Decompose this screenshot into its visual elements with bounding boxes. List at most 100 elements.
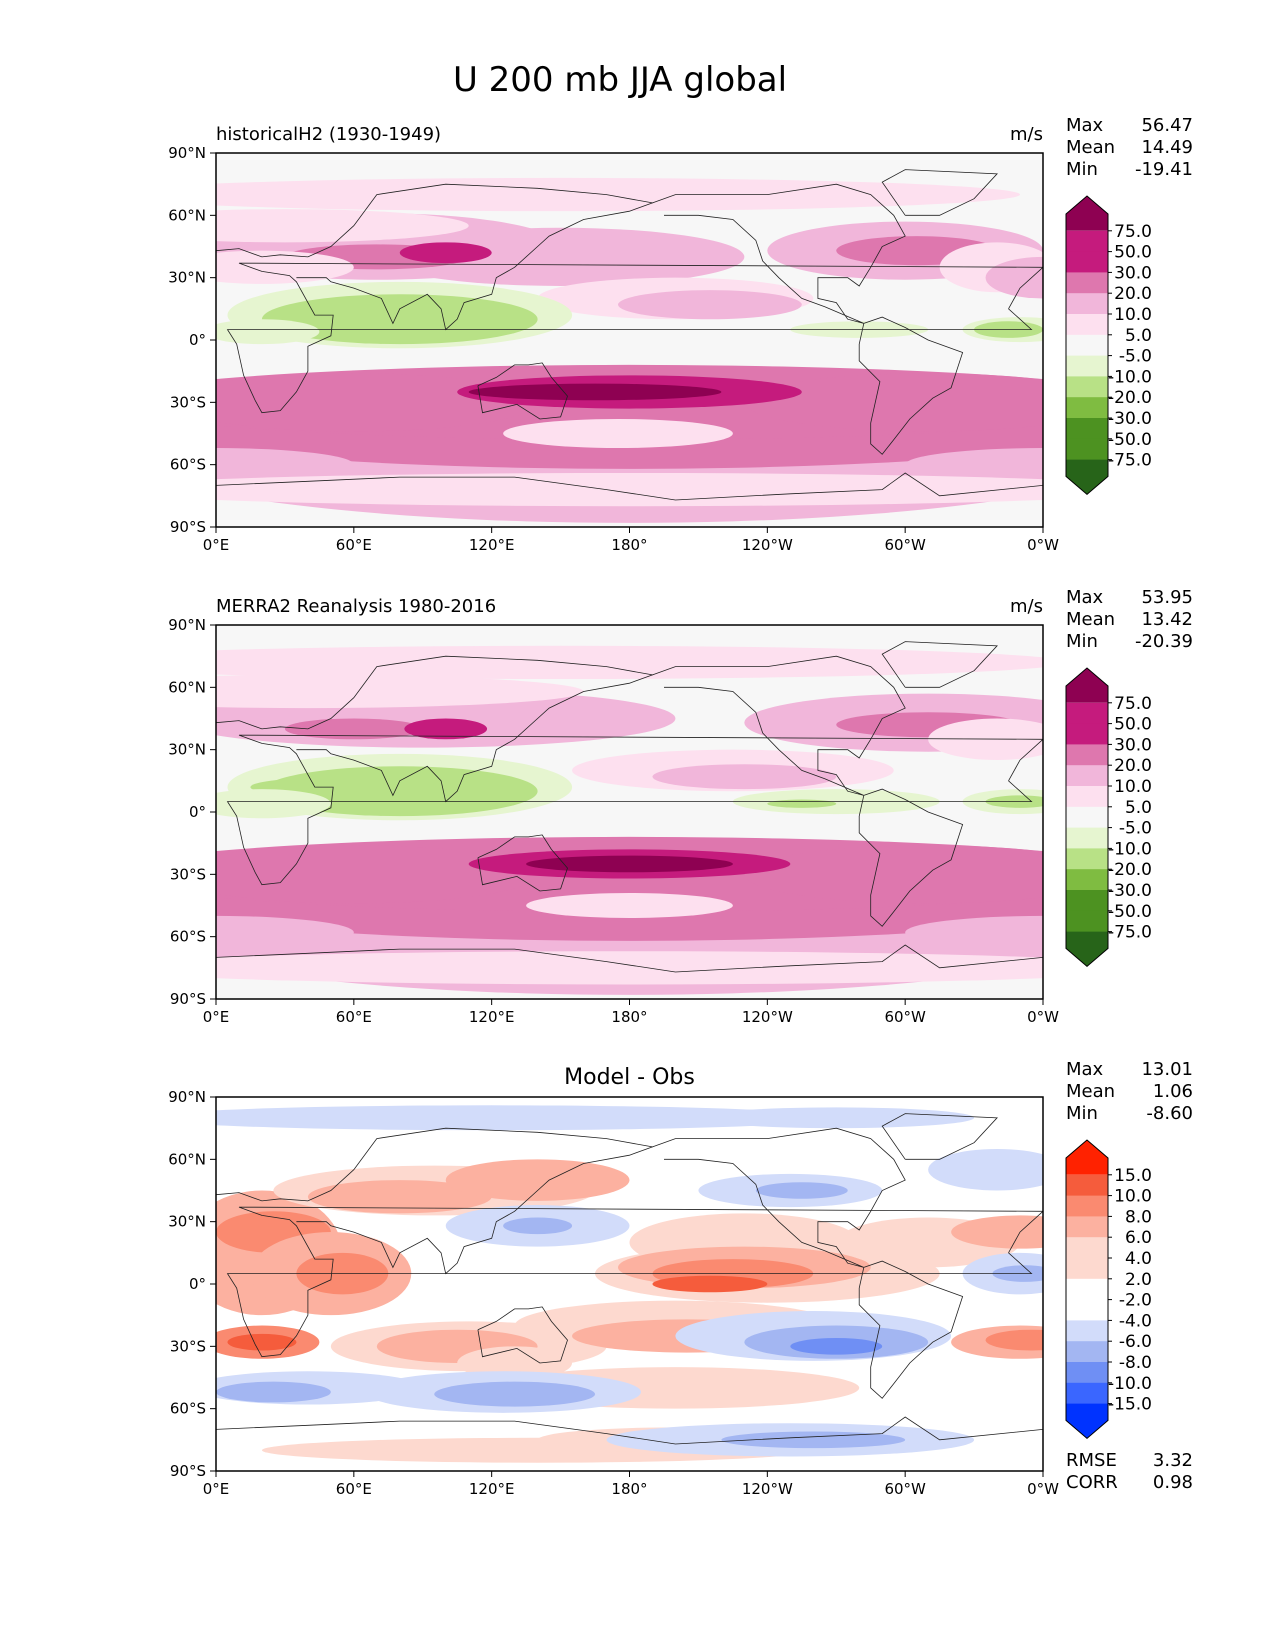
- stat-label: Min: [1066, 159, 1098, 180]
- colorbar-label: -50.0: [1108, 430, 1152, 450]
- colorbar-segment: [1066, 1195, 1108, 1217]
- colorbar-label: 10.0: [1114, 777, 1152, 797]
- contour-patch: [457, 1346, 573, 1380]
- x-tick-label: 180°: [611, 1008, 647, 1026]
- contour-patch: [216, 789, 331, 819]
- x-tick-label: 120°E: [469, 1480, 515, 1498]
- contour-patch: [985, 1329, 1043, 1351]
- colorbar-segment: [1066, 1258, 1108, 1280]
- colorbar-segment: [1066, 397, 1108, 419]
- coastline: [881, 1113, 998, 1160]
- contour-patch: [790, 1338, 883, 1355]
- colorbar-label: -20.0: [1108, 860, 1152, 880]
- colorbar-segment: [1066, 314, 1108, 336]
- colorbar-segment: [1066, 1237, 1108, 1259]
- contour-patch: [928, 1148, 1043, 1191]
- y-tick-label: 30°N: [168, 269, 206, 287]
- colorbar-label: -10.0: [1108, 839, 1152, 859]
- contour-patch: [526, 893, 733, 918]
- colorbar-label: 4.0: [1125, 1249, 1152, 1269]
- contour-patch: [216, 472, 1043, 507]
- x-tick-label: 0°W: [1027, 1480, 1059, 1498]
- coastline: [216, 1127, 655, 1275]
- panel-2: 0°E 60°E 120°E 180° 120°W 60°W 0°W 90°N 60°N 30°N…: [168, 587, 1193, 1026]
- extra-stat-value: 3.32: [1153, 1450, 1193, 1471]
- stat-label: Max: [1066, 115, 1104, 136]
- contour-patch: [307, 1180, 492, 1214]
- contour-patch: [721, 1431, 906, 1449]
- stat-value: 56.47: [1141, 115, 1193, 136]
- stat-label: Mean: [1066, 137, 1115, 158]
- colorbar-label: -2.0: [1119, 1291, 1152, 1311]
- colorbar-label: 30.0: [1114, 263, 1152, 283]
- contour-patch: [216, 1105, 837, 1131]
- colorbar-segment: [1066, 848, 1108, 870]
- colorbar-label: 8.0: [1125, 1207, 1152, 1227]
- colorbar-label: -10.0: [1108, 1374, 1152, 1394]
- contour-patch: [216, 674, 584, 709]
- stat-value: 13.01: [1141, 1059, 1193, 1080]
- stat-value: 53.95: [1141, 587, 1193, 608]
- y-tick-label: 90°N: [168, 616, 206, 634]
- coastline: [858, 788, 964, 927]
- coastline: [216, 655, 655, 803]
- stat-label: Max: [1066, 587, 1104, 608]
- contour-patch: [468, 383, 722, 401]
- x-tick-label: 120°E: [469, 536, 515, 554]
- y-tick-label: 90°S: [170, 990, 206, 1008]
- stat-label: Mean: [1066, 609, 1115, 630]
- y-tick-label: 90°N: [168, 144, 206, 162]
- colorbar-segment: [1066, 723, 1108, 745]
- x-tick-label: 180°: [611, 536, 647, 554]
- y-tick-label: 0°: [189, 1275, 206, 1293]
- stat-value: 14.49: [1141, 137, 1193, 158]
- coastline: [652, 183, 906, 324]
- stat-value: 1.06: [1153, 1081, 1193, 1102]
- colorbar-label: -75.0: [1108, 923, 1152, 943]
- stat-label: Min: [1066, 631, 1098, 652]
- y-tick-label: 30°S: [170, 393, 206, 411]
- y-tick-label: 60°N: [168, 678, 206, 696]
- x-tick-label: 120°W: [742, 1008, 793, 1026]
- coastline: [216, 944, 1043, 973]
- colorbar-extend-bottom: [1066, 931, 1108, 967]
- y-tick-label: 0°: [189, 803, 206, 821]
- contour-patch: [652, 764, 837, 790]
- x-tick-label: 60°E: [336, 536, 372, 554]
- coastline: [477, 834, 568, 892]
- stat-value: -19.41: [1135, 159, 1193, 180]
- colorbar-extend-bottom: [1066, 1403, 1108, 1439]
- contour-patch: [905, 448, 1043, 482]
- coastline: [858, 1260, 964, 1399]
- colorbar-segment: [1066, 334, 1108, 357]
- x-tick-label: 0°E: [203, 536, 230, 554]
- colorbar-label: -15.0: [1108, 1395, 1152, 1415]
- contour-patch: [526, 855, 733, 873]
- colorbar-segment: [1066, 251, 1108, 273]
- colorbar-segment: [1066, 806, 1108, 829]
- x-tick-label: 0°E: [203, 1008, 230, 1026]
- stat-label: Min: [1066, 1103, 1098, 1124]
- panel-title: Model - Obs: [564, 1065, 695, 1090]
- colorbar-segment: [1066, 293, 1108, 315]
- colorbar-label: -75.0: [1108, 451, 1152, 471]
- stat-label: Max: [1066, 1059, 1104, 1080]
- y-tick-label: 90°N: [168, 1088, 206, 1106]
- colorbar-label: -8.0: [1119, 1353, 1152, 1373]
- contour-patch: [404, 718, 488, 740]
- colorbar-extend-top: [1066, 1140, 1108, 1175]
- colorbar: 75.050.030.020.010.05.0-5.0-10.0-20.0-30…: [1065, 667, 1152, 968]
- extra-stat-label: CORR: [1066, 1472, 1118, 1493]
- contour-patch: [399, 242, 492, 264]
- x-tick-label: 120°E: [469, 1008, 515, 1026]
- colorbar-segment: [1066, 744, 1108, 766]
- y-tick-label: 30°S: [170, 1337, 206, 1355]
- contour-patch: [698, 1107, 975, 1129]
- y-tick-label: 90°S: [170, 518, 206, 536]
- contour-patch: [216, 319, 320, 345]
- coastline: [477, 362, 568, 420]
- contour-patch: [744, 845, 1043, 904]
- y-tick-label: 0°: [189, 331, 206, 349]
- colorbar-label: -30.0: [1108, 881, 1152, 901]
- colorbar-label: 5.0: [1125, 798, 1152, 818]
